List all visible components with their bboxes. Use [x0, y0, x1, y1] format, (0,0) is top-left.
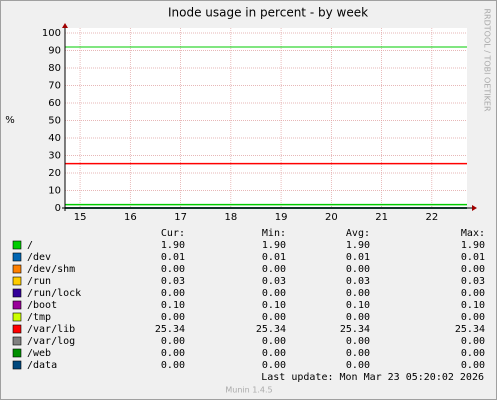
chart-title: Inode usage in percent - by week: [168, 6, 368, 20]
x-tick-label: 15: [74, 212, 87, 223]
y-tick-label: 50: [48, 116, 61, 127]
legend-value: 0.01: [461, 252, 485, 263]
y-tick-label: 90: [48, 46, 61, 57]
y-tick-label: 80: [48, 63, 61, 74]
legend-swatch: [12, 312, 22, 322]
legend-label: /var/lib: [27, 324, 75, 335]
legend-label: /: [27, 240, 33, 251]
column-header: Cur:: [161, 228, 185, 239]
legend-value: 0.00: [461, 264, 485, 275]
legend-value: 0.10: [346, 300, 370, 311]
y-axis-label: %: [5, 115, 15, 126]
legend-value: 0.01: [161, 252, 185, 263]
legend-value: 25.34: [455, 324, 485, 335]
legend-value: 0.00: [346, 348, 370, 359]
legend-value: 0.00: [346, 360, 370, 371]
legend-value: 0.00: [161, 288, 185, 299]
legend-label: /dev/shm: [27, 264, 75, 275]
legend-value: 1.90: [161, 240, 185, 251]
legend-value: 0.00: [161, 264, 185, 275]
axis-arrow: [472, 205, 477, 211]
legend-value: 0.03: [262, 276, 286, 287]
legend-swatch: [12, 336, 22, 346]
legend-value: 0.10: [262, 300, 286, 311]
legend-value: 0.00: [461, 312, 485, 323]
footer: Munin 1.4.5: [225, 386, 272, 395]
y-tick-label: 40: [48, 133, 61, 144]
legend-value: 0.00: [161, 360, 185, 371]
legend-value: 0.03: [346, 276, 370, 287]
legend-label: /tmp: [27, 312, 51, 323]
legend-value: 25.34: [340, 324, 370, 335]
y-tick-label: 60: [48, 98, 61, 109]
y-tick-label: 10: [48, 186, 61, 197]
legend-value: 0.01: [262, 252, 286, 263]
legend-value: 1.90: [461, 240, 485, 251]
legend-label: /var/log: [27, 336, 75, 347]
legend-swatch: [12, 324, 22, 334]
legend-value: 0.00: [346, 264, 370, 275]
x-tick-label: 18: [224, 212, 237, 223]
legend-value: 0.00: [461, 360, 485, 371]
y-tick-label: 0: [55, 203, 61, 214]
legend-value: 0.00: [461, 336, 485, 347]
x-tick-label: 21: [375, 212, 388, 223]
legend-swatch: [12, 288, 22, 298]
legend-label: /web: [27, 348, 51, 359]
legend-value: 1.90: [346, 240, 370, 251]
legend-value: 0.10: [461, 300, 485, 311]
legend-swatch: [12, 264, 22, 274]
plot-area: [65, 28, 467, 208]
legend-value: 0.00: [346, 288, 370, 299]
x-tick-label: 19: [275, 212, 288, 223]
y-tick-label: 20: [48, 168, 61, 179]
legend-value: 0.00: [461, 348, 485, 359]
legend-value: 0.00: [262, 312, 286, 323]
legend-label: /run/lock: [27, 288, 81, 299]
legend-value: 0.00: [461, 288, 485, 299]
last-update: Last update: Mon Mar 23 05:20:02 2026: [261, 372, 484, 383]
legend-value: 0.00: [346, 336, 370, 347]
legend-value: 25.34: [155, 324, 185, 335]
legend-swatch: [12, 276, 22, 286]
column-header: Avg:: [346, 228, 370, 239]
legend-value: 0.00: [161, 336, 185, 347]
legend-value: 1.90: [262, 240, 286, 251]
legend-value: 0.00: [262, 264, 286, 275]
column-header: Max:: [461, 228, 485, 239]
legend-value: 0.03: [461, 276, 485, 287]
legend-value: 0.01: [346, 252, 370, 263]
legend-value: 0.03: [161, 276, 185, 287]
legend-value: 0.00: [161, 312, 185, 323]
legend-swatch: [12, 252, 22, 262]
legend-swatch: [12, 240, 22, 250]
legend-swatch: [12, 300, 22, 310]
axis-arrow: [62, 23, 68, 28]
legend-value: 0.10: [161, 300, 185, 311]
y-tick-label: 70: [48, 81, 61, 92]
x-tick-label: 20: [325, 212, 338, 223]
legend-value: 0.00: [346, 312, 370, 323]
legend-value: 25.34: [256, 324, 286, 335]
legend-label: /dev: [27, 252, 51, 263]
legend-value: 0.00: [262, 348, 286, 359]
legend-label: /data: [27, 360, 57, 371]
x-tick-label: 16: [124, 212, 137, 223]
legend-label: /boot: [27, 300, 57, 311]
legend-label: /run: [27, 276, 51, 287]
x-tick-label: 17: [174, 212, 187, 223]
legend-value: 0.00: [262, 288, 286, 299]
legend-swatch: [12, 360, 22, 370]
legend-swatch: [12, 348, 22, 358]
x-tick-label: 22: [425, 212, 438, 223]
legend-value: 0.00: [262, 336, 286, 347]
watermark: RRDTOOL / TOBI OETIKER: [483, 8, 492, 111]
legend-value: 0.00: [262, 360, 286, 371]
legend-value: 0.00: [161, 348, 185, 359]
column-header: Min:: [262, 228, 286, 239]
y-tick-label: 100: [42, 28, 61, 39]
y-tick-label: 30: [48, 151, 61, 162]
